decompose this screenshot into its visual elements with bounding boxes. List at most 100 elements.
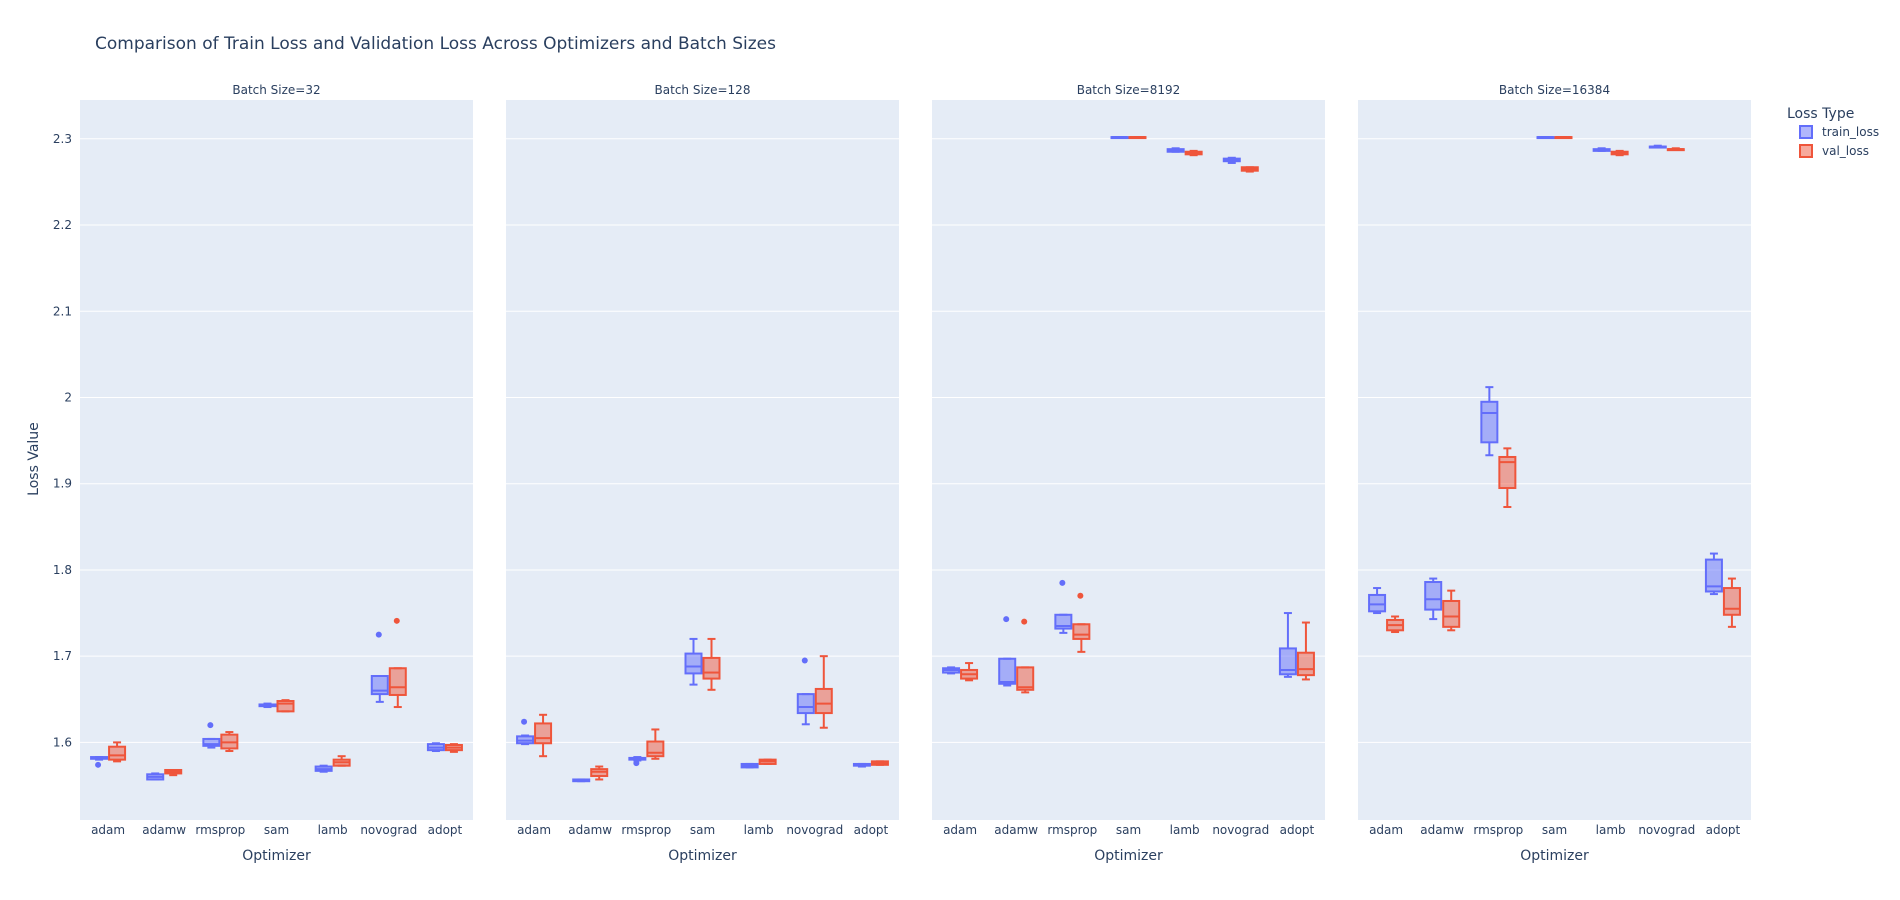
facet-title: Batch Size=128 bbox=[655, 83, 751, 97]
box-iqr bbox=[1704, 558, 1723, 593]
box-val_loss[interactable] bbox=[1498, 447, 1517, 508]
box-val_loss[interactable] bbox=[1722, 577, 1741, 628]
x-tick-label: novograd bbox=[1212, 823, 1269, 837]
box-train_loss[interactable] bbox=[1166, 147, 1185, 153]
facet-title: Batch Size=16384 bbox=[1499, 83, 1610, 97]
box-train_loss[interactable] bbox=[258, 702, 277, 709]
facet-title: Batch Size=32 bbox=[232, 83, 320, 97]
box-train_loss[interactable] bbox=[1536, 136, 1555, 140]
x-tick-label: rmsprop bbox=[195, 823, 245, 837]
x-tick-label: adopt bbox=[854, 823, 889, 837]
box-val_loss[interactable] bbox=[960, 662, 979, 682]
box-train_loss[interactable] bbox=[202, 722, 221, 749]
legend-item-train_loss[interactable]: train_loss bbox=[1799, 125, 1879, 139]
outlier-point bbox=[521, 718, 528, 725]
box-val_loss[interactable] bbox=[276, 699, 295, 713]
box-iqr bbox=[1072, 623, 1091, 640]
box-val_loss[interactable] bbox=[1610, 149, 1629, 157]
box-train_loss[interactable] bbox=[572, 778, 591, 783]
box-train_loss[interactable] bbox=[740, 762, 759, 769]
box-iqr bbox=[796, 693, 815, 715]
x-tick-label: adopt bbox=[428, 823, 463, 837]
y-axis-title: Loss Value bbox=[26, 422, 42, 496]
facet-panel: Batch Size=32 adam adamw rmsprop sam lamb novo… bbox=[80, 83, 473, 864]
box-iqr bbox=[388, 667, 407, 696]
box-val_loss[interactable] bbox=[1072, 592, 1091, 653]
box-train_loss[interactable] bbox=[1648, 144, 1667, 149]
box-val_loss[interactable] bbox=[590, 765, 609, 781]
x-axis-title: Optimizer bbox=[1520, 848, 1589, 864]
x-tick-label: novograd bbox=[786, 823, 843, 837]
box-iqr bbox=[1424, 581, 1443, 611]
box-val_loss[interactable] bbox=[1240, 166, 1259, 173]
x-tick-label: adamw bbox=[142, 823, 186, 837]
box-val_loss[interactable] bbox=[164, 768, 183, 777]
box-train_loss[interactable] bbox=[1424, 577, 1443, 621]
box-val_loss[interactable] bbox=[758, 758, 777, 765]
box-val_loss[interactable] bbox=[1442, 589, 1461, 632]
box-train_loss[interactable] bbox=[1222, 156, 1241, 164]
box-iqr bbox=[702, 656, 721, 680]
box-train_loss[interactable] bbox=[314, 764, 333, 773]
box-train_loss[interactable] bbox=[1054, 579, 1073, 634]
box-val_loss[interactable] bbox=[646, 728, 665, 760]
box-train_loss[interactable] bbox=[1704, 552, 1723, 596]
chart-title: Comparison of Train Loss and Validation … bbox=[95, 34, 776, 54]
box-train_loss[interactable] bbox=[426, 742, 445, 753]
box-train_loss[interactable] bbox=[516, 718, 535, 746]
x-axis-title: Optimizer bbox=[668, 848, 737, 864]
box-train_loss[interactable] bbox=[90, 756, 109, 768]
box-train_loss[interactable] bbox=[1592, 147, 1611, 152]
box-train_loss[interactable] bbox=[370, 631, 389, 703]
box-val_loss[interactable] bbox=[388, 617, 407, 709]
box-iqr bbox=[1722, 587, 1741, 616]
box-val_loss[interactable] bbox=[1554, 136, 1573, 140]
box-train_loss[interactable] bbox=[1278, 612, 1297, 678]
facet-title: Batch Size=8192 bbox=[1077, 83, 1181, 97]
legend[interactable]: Loss Type train_loss val_loss bbox=[1787, 106, 1879, 158]
x-tick-label: sam bbox=[264, 823, 289, 837]
x-axis-title: Optimizer bbox=[1094, 848, 1163, 864]
x-tick-label: adam bbox=[91, 823, 125, 837]
plot-background bbox=[932, 100, 1325, 820]
box-val_loss[interactable] bbox=[870, 760, 889, 766]
box-val_loss[interactable] bbox=[108, 741, 127, 763]
box-val_loss[interactable] bbox=[534, 713, 553, 758]
box-val_loss[interactable] bbox=[1386, 615, 1405, 634]
box-val_loss[interactable] bbox=[444, 743, 463, 753]
box-train_loss[interactable] bbox=[1368, 587, 1387, 615]
box-train_loss[interactable] bbox=[796, 657, 815, 726]
plot-layer: Batch Size=32 adam adamw rmsprop sam lamb novo… bbox=[53, 83, 1751, 864]
box-train_loss[interactable] bbox=[1110, 136, 1129, 140]
legend-title: Loss Type bbox=[1787, 106, 1854, 122]
outlier-point bbox=[1003, 616, 1010, 623]
box-val_loss[interactable] bbox=[1296, 621, 1315, 681]
box-train_loss[interactable] bbox=[852, 762, 871, 768]
y-tick-label: 2.1 bbox=[53, 304, 72, 318]
box-val_loss[interactable] bbox=[220, 731, 239, 753]
box-train_loss[interactable] bbox=[942, 666, 961, 675]
x-tick-label: sam bbox=[1116, 823, 1141, 837]
x-tick-label: adamw bbox=[568, 823, 612, 837]
x-tick-label: novograd bbox=[1638, 823, 1695, 837]
box-train_loss[interactable] bbox=[1480, 386, 1499, 457]
box-val_loss[interactable] bbox=[702, 637, 721, 691]
box-val_loss[interactable] bbox=[1016, 618, 1035, 694]
box-train_loss[interactable] bbox=[684, 637, 703, 686]
box-val_loss[interactable] bbox=[1666, 147, 1685, 152]
box-train_loss[interactable] bbox=[146, 772, 165, 781]
legend-item-val_loss[interactable]: val_loss bbox=[1799, 144, 1869, 158]
y-tick-label: 2.2 bbox=[53, 218, 72, 232]
box-val_loss[interactable] bbox=[1128, 136, 1147, 140]
box-iqr bbox=[814, 687, 833, 715]
y-tick-label: 1.8 bbox=[53, 563, 72, 577]
box-val_loss[interactable] bbox=[332, 755, 351, 767]
outlier-point bbox=[633, 760, 640, 767]
box-train_loss[interactable] bbox=[998, 616, 1017, 687]
legend-swatch bbox=[1799, 125, 1813, 139]
box-val_loss[interactable] bbox=[1184, 149, 1203, 157]
box-train_loss[interactable] bbox=[628, 756, 647, 767]
box-iqr bbox=[1296, 651, 1315, 677]
box-val_loss[interactable] bbox=[814, 655, 833, 729]
legend-label: val_loss bbox=[1822, 144, 1869, 158]
